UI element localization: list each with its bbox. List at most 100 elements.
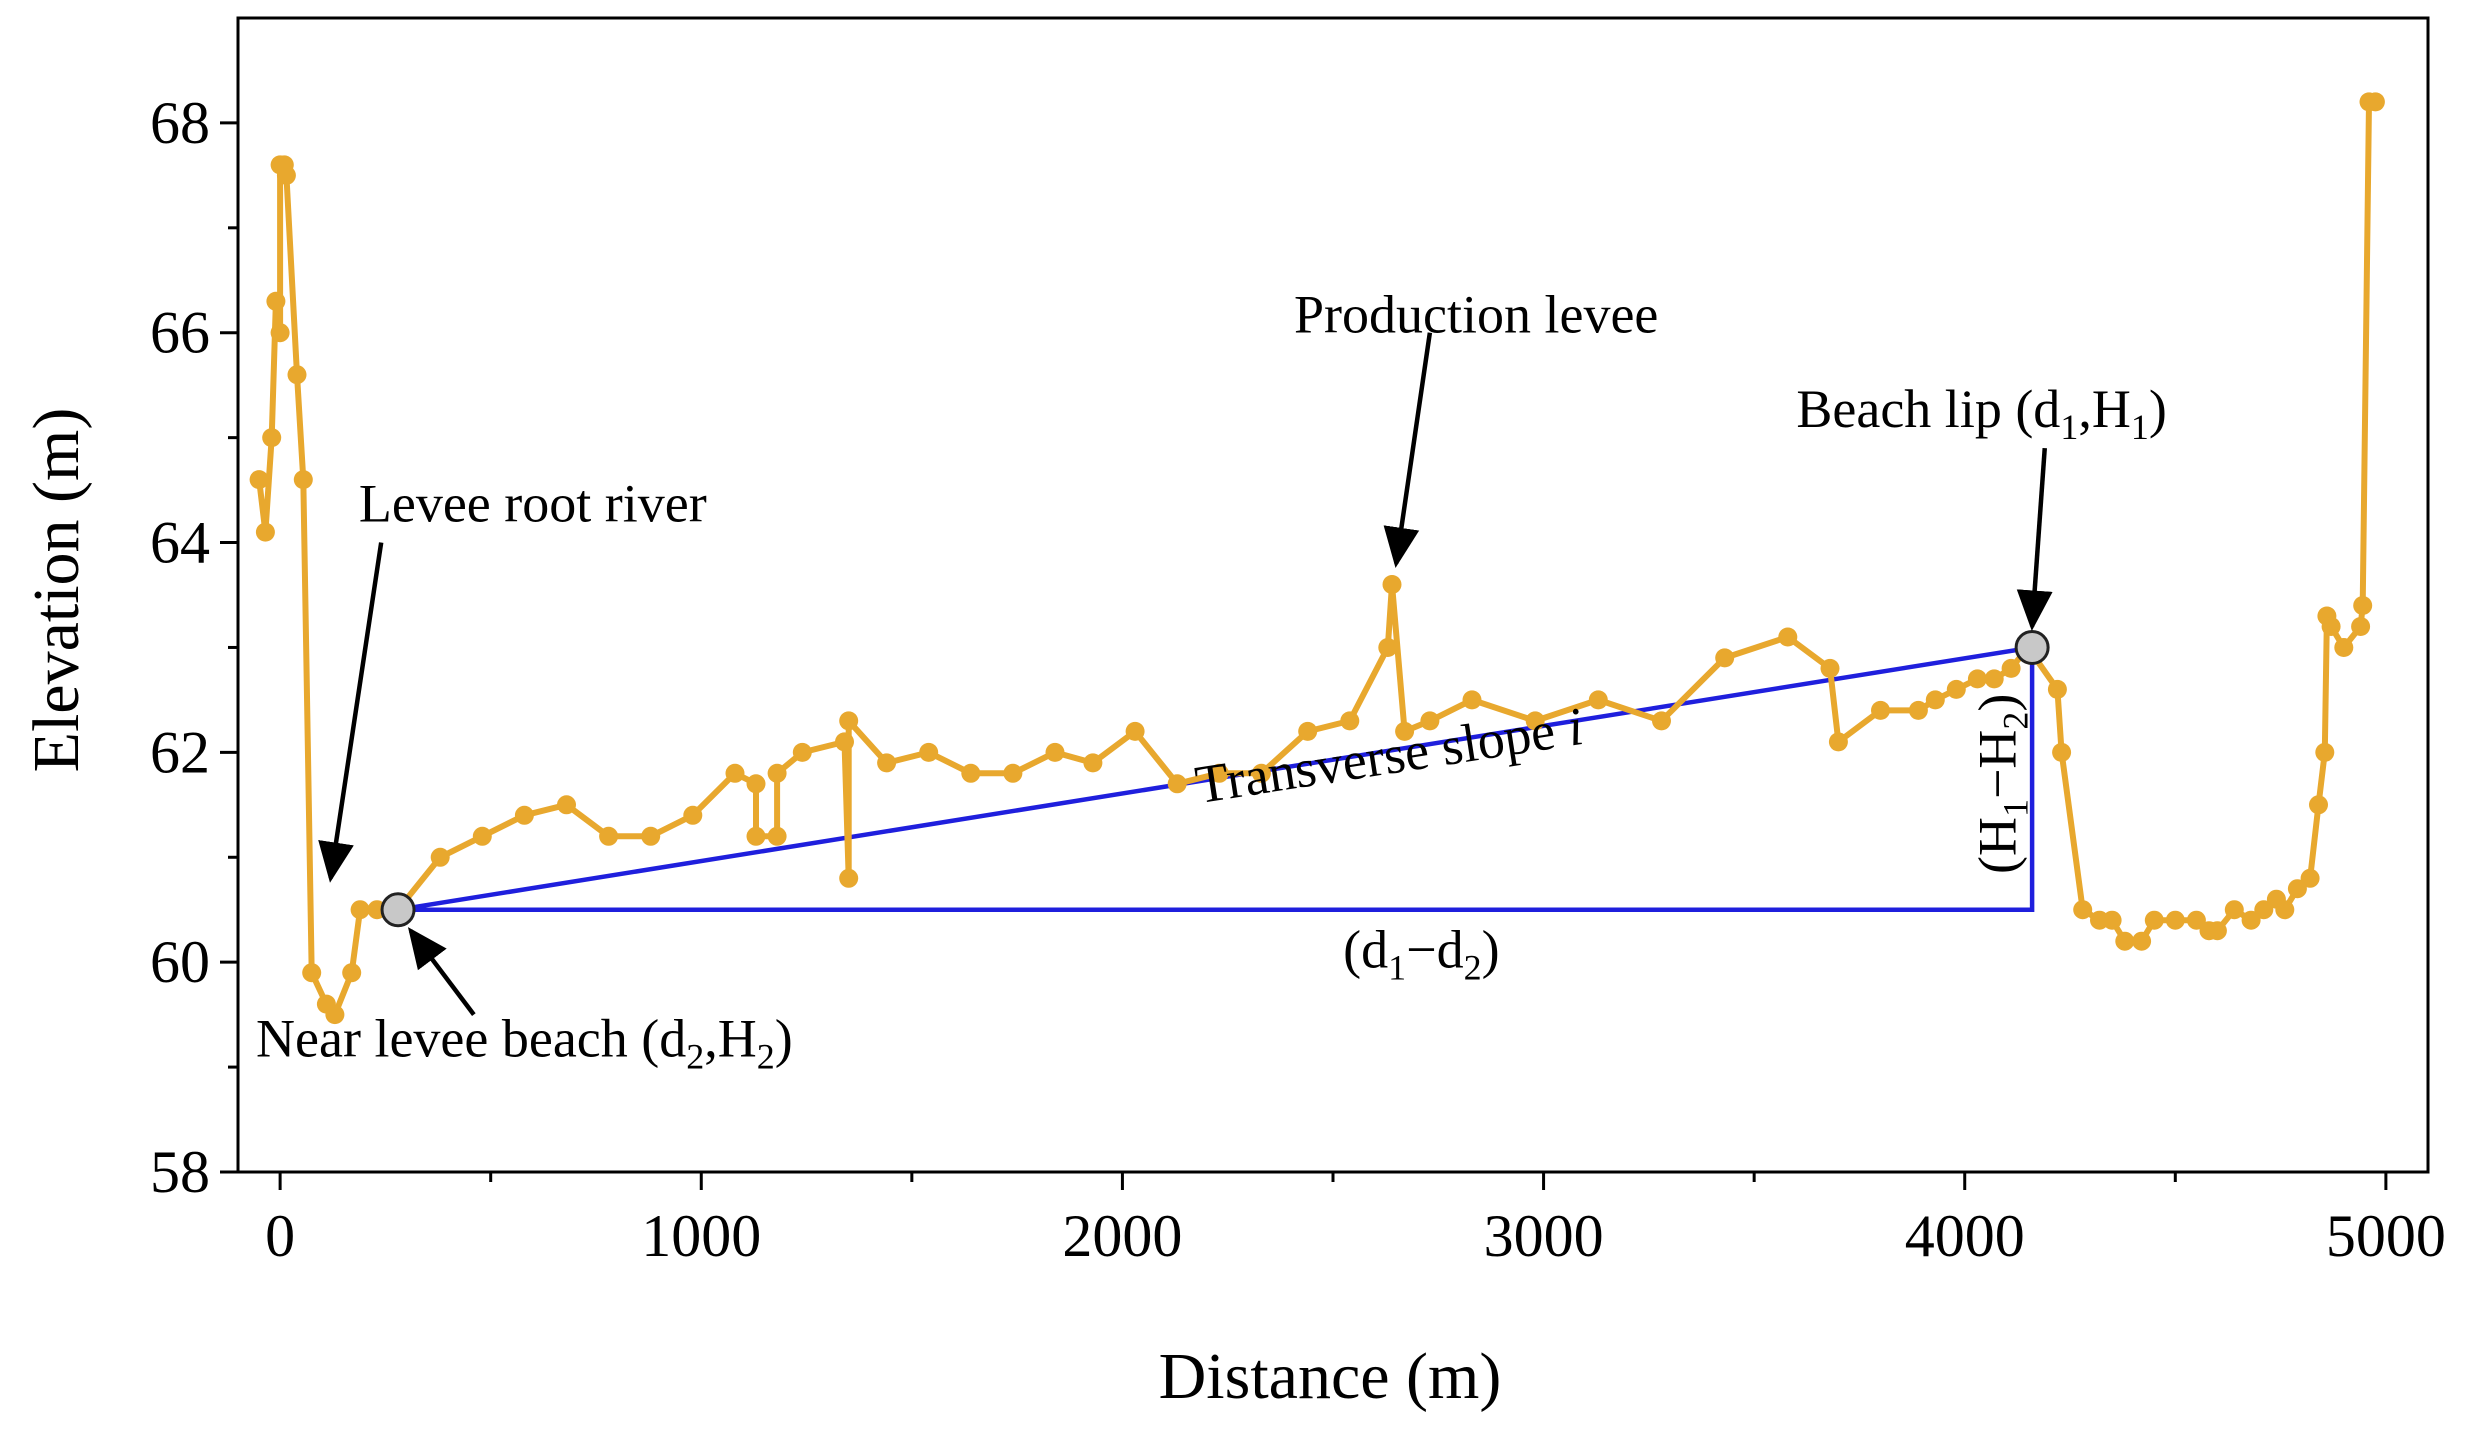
data-point [599, 826, 619, 846]
data-point [325, 1005, 345, 1025]
data-point [1984, 669, 2004, 689]
axes-frame [236, 16, 2430, 1174]
series-line [256, 98, 2376, 1018]
data-point [2287, 879, 2307, 899]
data-point [2365, 92, 2385, 112]
data-point [1820, 658, 1840, 678]
x-tick-label: 0 [265, 1203, 295, 1269]
x-tick-label: 5000 [2326, 1203, 2446, 1269]
data-point [2115, 931, 2135, 951]
data-point [1003, 763, 1023, 783]
data-point [262, 428, 282, 448]
data-point [2241, 910, 2261, 930]
data-point [2132, 931, 2152, 951]
data-point [2315, 742, 2335, 762]
highlight-point [2014, 629, 2050, 665]
data-point [1251, 763, 1271, 783]
highlight-point [380, 892, 416, 928]
data-point [1378, 638, 1398, 657]
data-point [1925, 690, 1945, 710]
data-point [1125, 721, 1145, 741]
x-tick-label: 2000 [1062, 1203, 1182, 1269]
data-point [877, 753, 897, 773]
data-point [2144, 910, 2164, 930]
data-point [641, 826, 661, 846]
data-point [1871, 700, 1890, 720]
data-point [2321, 617, 2341, 636]
highlight-points [380, 629, 2050, 928]
data-point [514, 805, 534, 825]
data-point [270, 323, 290, 343]
data-point [1420, 711, 1440, 731]
data-point [2334, 638, 2354, 657]
data-point [1462, 690, 1482, 710]
data-point [472, 826, 492, 846]
data-point [350, 900, 370, 920]
data-point [1967, 669, 1987, 689]
data-point [1045, 742, 1065, 762]
annotations: Levee root river Production levee Beach li… [256, 285, 2167, 1077]
data-point [792, 742, 812, 762]
x-axis-label: Distance (m) [1159, 1340, 1502, 1413]
data-point [2073, 900, 2093, 920]
data-point [1946, 679, 1966, 699]
data-point [1298, 721, 1318, 741]
data-point [2102, 910, 2122, 930]
data-point [1828, 732, 1848, 752]
data-point [2351, 617, 2371, 636]
data-point [2309, 795, 2328, 815]
data-point [746, 826, 766, 846]
data-point [767, 826, 787, 846]
y-tick-label: 66 [150, 300, 210, 366]
data-point [1778, 627, 1798, 647]
data-point [961, 763, 981, 783]
annotation-vertical_rise: (H1−H2) [1967, 694, 2035, 874]
data-point [1588, 690, 1608, 710]
data-point [430, 847, 450, 867]
x-tick-label: 1000 [641, 1203, 761, 1269]
y-axis-label: Elevation (m) [20, 408, 93, 773]
data-point [2047, 679, 2067, 699]
annotation-transverse_slope: Transverse slope i [1191, 696, 1587, 815]
data-point [1083, 753, 1103, 773]
data-point [683, 805, 703, 825]
annotation-beach_lip: Beach lip (d1,H1) [1796, 379, 2166, 447]
data-point [1167, 774, 1187, 794]
annotation-horizontal_run: (d1−d2) [1343, 919, 1499, 987]
data-point [2052, 742, 2072, 762]
data-point [2001, 658, 2021, 678]
data-point [1908, 700, 1928, 720]
data-point [276, 165, 296, 185]
data-point [2353, 596, 2373, 615]
data-point [266, 291, 286, 311]
annotation-arrow [1383, 332, 1433, 568]
data-point [1715, 648, 1735, 668]
data-point [557, 795, 576, 815]
data-point [249, 470, 269, 490]
data-point [1395, 721, 1415, 741]
data-point [293, 470, 313, 490]
data-point [2300, 868, 2320, 888]
data-point [725, 763, 745, 783]
x-tick-label: 4000 [1905, 1203, 2025, 1269]
y-tick-label: 60 [150, 929, 210, 995]
data-point [2207, 921, 2227, 941]
data-point [1209, 763, 1229, 783]
data-point [919, 742, 939, 762]
data-point [767, 763, 787, 783]
annotation-production_levee: Production levee [1294, 285, 1658, 345]
y-tick-label: 68 [150, 90, 210, 156]
data-point [2254, 900, 2274, 920]
annotation-levee_root_river: Levee root river [359, 474, 707, 534]
plot-frame [236, 16, 2430, 1174]
y-axis-ticks: 58 60 62 64 66 68 [150, 90, 238, 1205]
data-point [287, 365, 307, 385]
y-tick-label: 58 [150, 1139, 210, 1205]
annotation-arrow [318, 542, 384, 883]
y-tick-label: 64 [150, 510, 210, 576]
annotation-arrow [2016, 447, 2053, 631]
data-point [746, 774, 766, 794]
data-point [255, 522, 275, 542]
y-tick-label: 62 [150, 719, 210, 785]
data-point [342, 963, 362, 983]
